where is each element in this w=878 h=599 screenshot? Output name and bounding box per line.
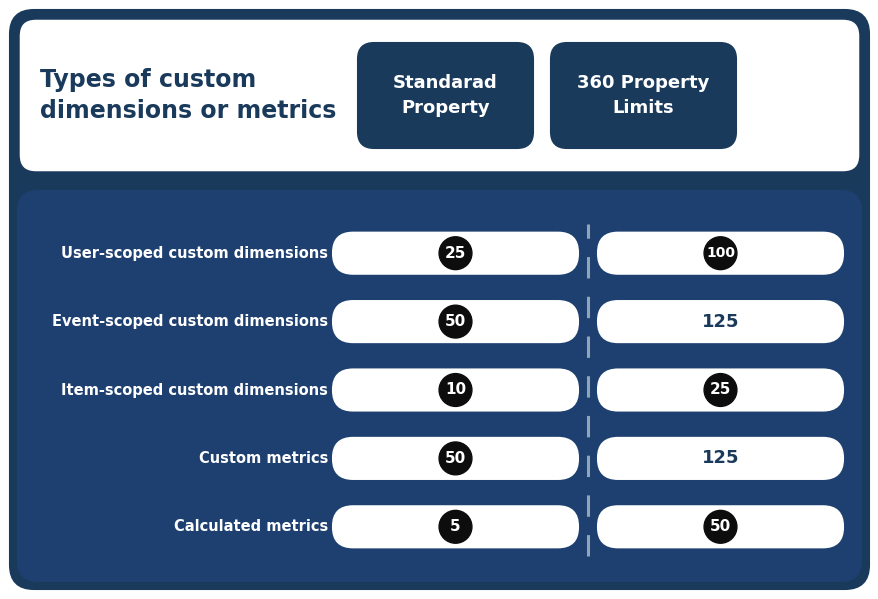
FancyBboxPatch shape	[597, 232, 842, 274]
Text: 100: 100	[705, 246, 734, 260]
Circle shape	[439, 442, 471, 475]
Circle shape	[439, 374, 471, 406]
FancyBboxPatch shape	[597, 506, 842, 547]
FancyBboxPatch shape	[10, 10, 868, 589]
Text: 125: 125	[701, 449, 738, 467]
Text: 5: 5	[450, 519, 460, 534]
Circle shape	[703, 374, 736, 406]
Text: 10: 10	[444, 383, 465, 398]
Circle shape	[439, 237, 471, 270]
Circle shape	[439, 305, 471, 338]
Text: 50: 50	[444, 314, 465, 329]
FancyBboxPatch shape	[333, 370, 578, 410]
Text: Custom metrics: Custom metrics	[198, 451, 327, 466]
FancyBboxPatch shape	[333, 232, 578, 274]
Text: Event-scoped custom dimensions: Event-scoped custom dimensions	[52, 314, 327, 329]
Text: 25: 25	[444, 246, 465, 261]
FancyBboxPatch shape	[18, 191, 860, 581]
FancyBboxPatch shape	[597, 438, 842, 479]
FancyBboxPatch shape	[551, 43, 735, 148]
FancyBboxPatch shape	[597, 370, 842, 410]
FancyBboxPatch shape	[333, 438, 578, 479]
Text: Item-scoped custom dimensions: Item-scoped custom dimensions	[61, 383, 327, 398]
FancyBboxPatch shape	[18, 18, 860, 173]
Circle shape	[439, 510, 471, 543]
FancyBboxPatch shape	[597, 301, 842, 342]
FancyBboxPatch shape	[333, 506, 578, 547]
Text: 125: 125	[701, 313, 738, 331]
Text: 50: 50	[444, 451, 465, 466]
Text: 25: 25	[709, 383, 730, 398]
Text: 360 Property
Limits: 360 Property Limits	[577, 74, 709, 117]
Text: Standarad
Property: Standarad Property	[392, 74, 497, 117]
Circle shape	[703, 237, 736, 270]
Text: Calculated metrics: Calculated metrics	[174, 519, 327, 534]
Text: Types of custom
dimensions or metrics: Types of custom dimensions or metrics	[40, 68, 336, 123]
FancyBboxPatch shape	[357, 43, 532, 148]
Text: User-scoped custom dimensions: User-scoped custom dimensions	[61, 246, 327, 261]
Text: 50: 50	[709, 519, 730, 534]
Circle shape	[703, 510, 736, 543]
FancyBboxPatch shape	[333, 301, 578, 342]
